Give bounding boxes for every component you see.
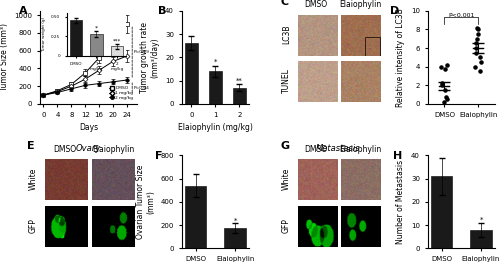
Text: TUNEL: TUNEL (282, 68, 291, 93)
Text: P=0.19: P=0.19 (133, 50, 149, 54)
Point (472, 50, 480, 55)
Bar (184, 43, 198, 104)
Point (472, 25, 480, 30)
Text: B: B (158, 6, 166, 16)
Bar (209, 71, 222, 104)
Text: Metastasis: Metastasis (316, 144, 360, 153)
Text: P=0.04: P=0.04 (133, 86, 149, 90)
Point (474, 32, 482, 36)
Y-axis label: Number of Metastasis: Number of Metastasis (396, 160, 406, 244)
Text: DMSO: DMSO (304, 145, 328, 154)
Point (441, 66, 449, 71)
Point (478, 60, 486, 64)
Point (476, 69, 484, 73)
Legend: DMSO, 1 mg/kg, 2 mg/kg: DMSO, 1 mg/kg, 2 mg/kg (108, 85, 135, 102)
Bar (470, 230, 492, 248)
Y-axis label: Tumor growth rate
(mm³/day): Tumor growth rate (mm³/day) (140, 22, 160, 93)
Point (440, 100, 448, 104)
Text: F: F (154, 151, 162, 161)
Point (438, 81, 446, 86)
Point (444, 97, 452, 102)
X-axis label: Elaiophylin (mg/kg): Elaiophylin (mg/kg) (178, 123, 253, 132)
Bar (430, 176, 452, 248)
Text: Elaiophylin: Elaiophylin (92, 145, 134, 154)
Point (472, 41, 480, 46)
Text: DMSO: DMSO (304, 1, 328, 9)
Point (438, 83, 446, 87)
Text: **: ** (236, 77, 243, 83)
Bar (233, 88, 246, 104)
Bar (184, 185, 206, 248)
Bar (224, 228, 246, 248)
Text: GFP: GFP (28, 218, 38, 232)
Text: LC3B: LC3B (282, 24, 291, 44)
Text: D: D (390, 6, 400, 16)
Y-axis label: Ovarian Tumor Size
(mm³): Ovarian Tumor Size (mm³) (136, 165, 155, 239)
Text: E: E (28, 141, 35, 151)
Text: GFP: GFP (282, 218, 291, 232)
Text: White: White (282, 167, 291, 190)
X-axis label: Days: Days (79, 123, 98, 132)
Point (476, 55, 484, 60)
Text: H: H (392, 151, 402, 161)
Point (472, 46, 480, 50)
Text: Ovary: Ovary (76, 144, 102, 153)
Point (473, 37, 481, 41)
Text: Elaiophylin: Elaiophylin (340, 145, 382, 154)
Text: *: * (480, 217, 482, 222)
Text: *: * (234, 217, 237, 224)
Text: A: A (18, 6, 27, 16)
Point (442, 94, 450, 99)
Text: *: * (214, 59, 217, 65)
Y-axis label: Relative intensity of LC3B: Relative intensity of LC3B (396, 8, 406, 107)
Text: Elaiophylin: Elaiophylin (340, 1, 382, 9)
Point (471, 65, 479, 69)
Text: White: White (28, 167, 38, 190)
Y-axis label: Tumor Size (mm³): Tumor Size (mm³) (0, 23, 9, 91)
Bar (365, 37, 380, 56)
Point (441, 88, 449, 92)
Text: C: C (281, 0, 289, 7)
Text: DMSO: DMSO (53, 145, 76, 154)
Point (438, 65, 446, 69)
Text: G: G (281, 141, 290, 151)
Point (474, 27, 482, 32)
Point (443, 63, 451, 67)
Text: P<0.001: P<0.001 (448, 13, 474, 18)
